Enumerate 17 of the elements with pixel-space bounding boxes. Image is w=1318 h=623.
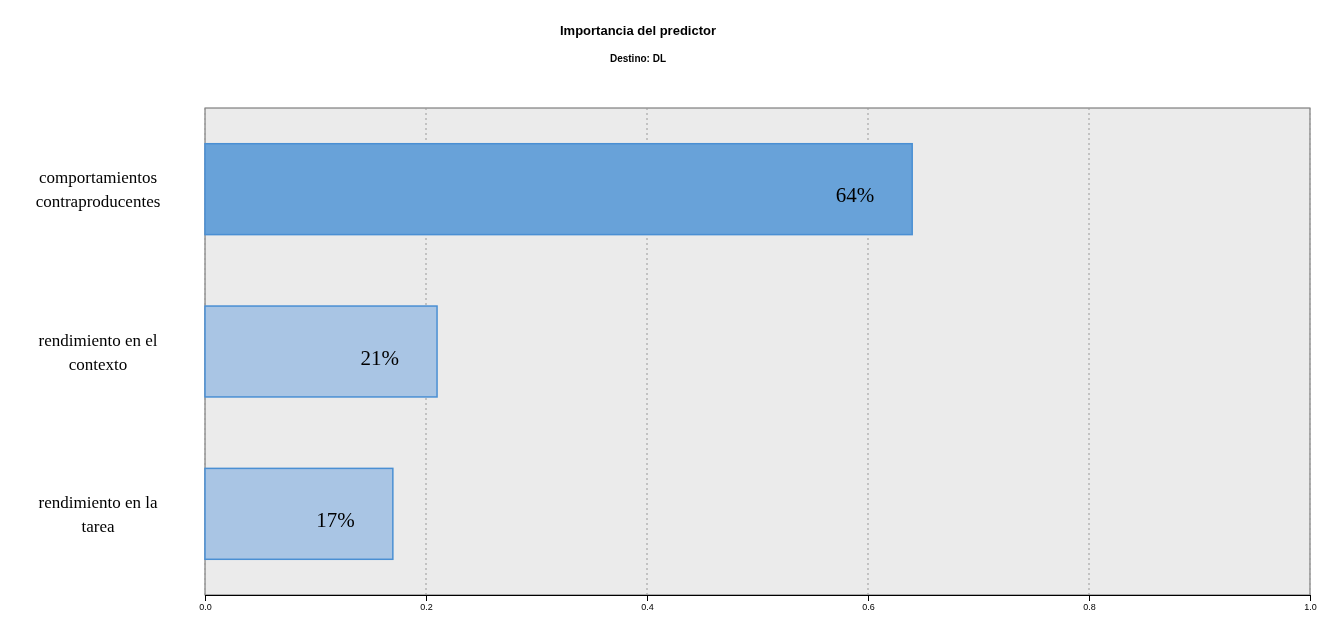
x-tick-label: 1.0 bbox=[1304, 602, 1317, 613]
data-label: 64% bbox=[835, 183, 875, 208]
data-label: 21% bbox=[360, 345, 400, 370]
bar bbox=[204, 142, 913, 236]
bar bbox=[204, 467, 394, 561]
x-tick-label: 0.0 bbox=[199, 602, 212, 613]
chart-subtitle: Destino: DL bbox=[609, 53, 667, 64]
bar bbox=[204, 305, 438, 398]
x-tick-label: 0.8 bbox=[1083, 602, 1096, 613]
x-tick-label: 0.6 bbox=[862, 602, 875, 613]
y-tick-label: rendimiento en la tarea bbox=[38, 492, 158, 536]
x-tick-label: 0.2 bbox=[420, 602, 433, 613]
y-tick-label: comportamientos contraproducentes bbox=[35, 168, 161, 212]
y-tick-label: rendimiento en el contexto bbox=[38, 330, 158, 374]
data-label: 17% bbox=[316, 507, 355, 532]
x-tick-label: 0.4 bbox=[641, 602, 654, 613]
chart-title: Importancia del predictor bbox=[559, 23, 717, 38]
